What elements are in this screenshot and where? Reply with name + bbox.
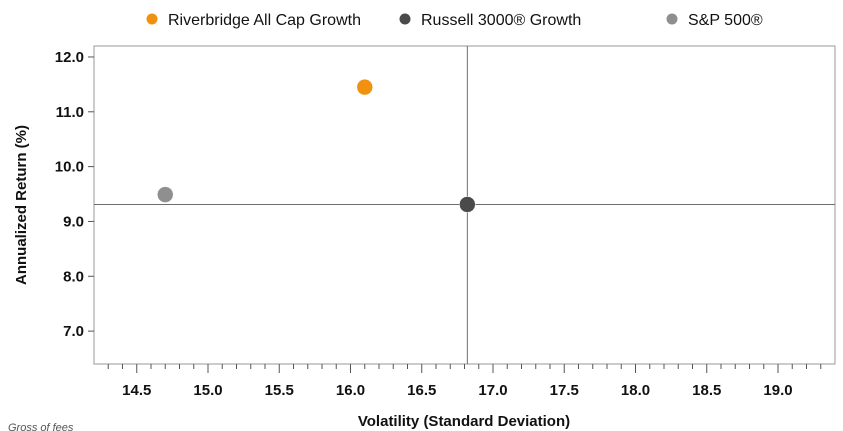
x-tick-label: 16.0 bbox=[336, 382, 365, 399]
legend-label: Riverbridge All Cap Growth bbox=[168, 12, 361, 29]
y-tick-label: 10.0 bbox=[55, 159, 84, 176]
x-tick-label: 18.0 bbox=[621, 382, 650, 399]
y-tick-label: 12.0 bbox=[55, 49, 84, 66]
legend-marker bbox=[146, 13, 158, 25]
x-tick-label: 16.5 bbox=[407, 382, 436, 399]
y-axis: 7.0 8.0 9.0 10.0 11.0 12.0 bbox=[55, 49, 94, 340]
x-tick-label: 15.0 bbox=[193, 382, 222, 399]
data-points bbox=[157, 78, 476, 213]
y-tick-label: 7.0 bbox=[63, 323, 84, 340]
x-tick-label: 15.5 bbox=[265, 382, 294, 399]
x-tick-label: 14.5 bbox=[122, 382, 151, 399]
legend-marker bbox=[666, 13, 678, 25]
legend-label: S&P 500® bbox=[688, 12, 763, 29]
y-tick-label: 8.0 bbox=[63, 268, 84, 285]
y-tick-label: 11.0 bbox=[56, 104, 84, 121]
data-point-series-1 bbox=[356, 78, 373, 96]
x-axis: 14.5 15.0 15.5 16.0 16.5 17.0 17.5 18.0 18.5 19.0 bbox=[107, 364, 822, 399]
y-tick-label: 9.0 bbox=[63, 213, 84, 230]
legend-marker bbox=[399, 13, 411, 25]
legend: Riverbridge All Cap Growth Russell 3000® … bbox=[146, 12, 763, 29]
x-tick-label: 18.5 bbox=[692, 382, 721, 399]
x-tick-label: 17.0 bbox=[478, 382, 507, 399]
legend-label: Russell 3000® Growth bbox=[421, 12, 581, 29]
data-point-series-2 bbox=[459, 196, 476, 213]
y-axis-title: Annualized Return (%) bbox=[13, 125, 30, 285]
x-tick-label: 19.0 bbox=[763, 382, 792, 399]
footnote: Gross of fees bbox=[8, 422, 74, 431]
data-point-series-3 bbox=[157, 186, 174, 203]
x-tick-label: 17.5 bbox=[550, 382, 579, 399]
x-axis-title: Volatility (Standard Deviation) bbox=[358, 413, 570, 430]
